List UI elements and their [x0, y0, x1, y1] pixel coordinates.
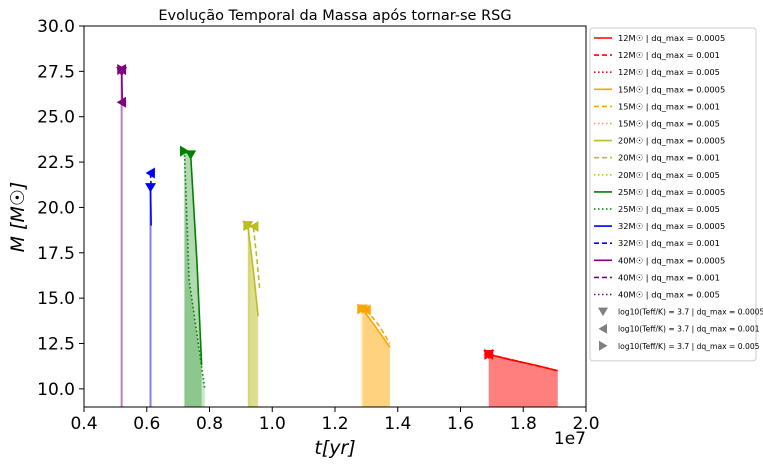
x-tick-label: 1.2 — [321, 414, 348, 434]
x-tick-label: 1.4 — [384, 414, 411, 434]
plot-area: 0.4 0.6 0.8 1.0 1.2 1.4 1.6 1.8 2.0 10.0 12.5 15.0 1… — [37, 17, 599, 434]
y-tick-label: 20.0 — [37, 198, 75, 218]
legend-label-13: 40M☉ | dq_max = 0.0005 — [618, 255, 725, 265]
legend-label-14: 40M☉ | dq_max = 0.001 — [618, 272, 720, 282]
y-tick-label: 25.0 — [37, 108, 75, 128]
legend-label-6: 20M☉ | dq_max = 0.0005 — [618, 136, 725, 146]
legend-marker-label-0: log10(Teff/K) = 3.7 | dq_max = 0.0005 — [618, 308, 763, 317]
legend-label-5: 15M☉ | dq_max = 0.005 — [618, 119, 720, 129]
legend: 12M☉ | dq_max = 0.0005 12M☉ | dq_max = 0.… — [590, 28, 763, 361]
y-tick-label: 30.0 — [37, 17, 75, 37]
y-tick-label: 10.0 — [37, 380, 75, 400]
y-tick-label: 17.5 — [37, 244, 75, 264]
legend-label-3: 15M☉ | dq_max = 0.0005 — [618, 84, 725, 94]
legend-marker-label-2: log10(Teff/K) = 3.7 | dq_max = 0.005 — [618, 342, 760, 351]
x-axis-label: t[yr] — [314, 437, 355, 459]
series-line-11 — [151, 189, 152, 225]
legend-label-12: 32M☉ | dq_max = 0.001 — [618, 238, 720, 248]
x-tick-label: 1.6 — [447, 414, 474, 434]
rsg-marker-0-4 — [145, 183, 156, 192]
y-tick-label: 27.5 — [37, 62, 75, 82]
legend-label-15: 40M☉ | dq_max = 0.005 — [618, 290, 720, 300]
legend-label-7: 20M☉ | dq_max = 0.001 — [618, 153, 720, 163]
legend-label-4: 15M☉ | dq_max = 0.001 — [618, 101, 720, 111]
legend-label-11: 32M☉ | dq_max = 0.0005 — [618, 221, 725, 231]
legend-marker-label-1: log10(Teff/K) = 3.7 | dq_max = 0.001 — [618, 325, 760, 334]
y-tick-label: 22.5 — [37, 153, 75, 173]
legend-label-8: 20M☉ | dq_max = 0.005 — [618, 170, 720, 180]
legend-label-9: 25M☉ | dq_max = 0.0005 — [618, 187, 725, 197]
legend-label-10: 25M☉ | dq_max = 0.005 — [618, 204, 720, 214]
legend-label-2: 12M☉ | dq_max = 0.005 — [618, 67, 720, 77]
x-tick-label: 0.4 — [70, 414, 97, 434]
legend-label-1: 12M☉ | dq_max = 0.001 — [618, 50, 720, 60]
chart-title: Evolução Temporal da Massa após tornar-s… — [158, 8, 511, 24]
y-axis-label: M [M☉] — [7, 182, 29, 253]
legend-label-0: 12M☉ | dq_max = 0.0005 — [618, 33, 725, 43]
x-tick-label: 2.0 — [572, 414, 599, 434]
x-tick-label: 1.0 — [259, 414, 286, 434]
x-tick-label: 0.6 — [133, 414, 160, 434]
series-fill-8 — [248, 226, 251, 407]
y-tick-label: 15.0 — [37, 289, 75, 309]
y-tick-label: 12.5 — [37, 335, 75, 355]
x-tick-label: 1.8 — [510, 414, 537, 434]
series-fill-3 — [363, 309, 390, 407]
x-tick-label: 0.8 — [196, 414, 223, 434]
plot-frame — [84, 26, 586, 407]
